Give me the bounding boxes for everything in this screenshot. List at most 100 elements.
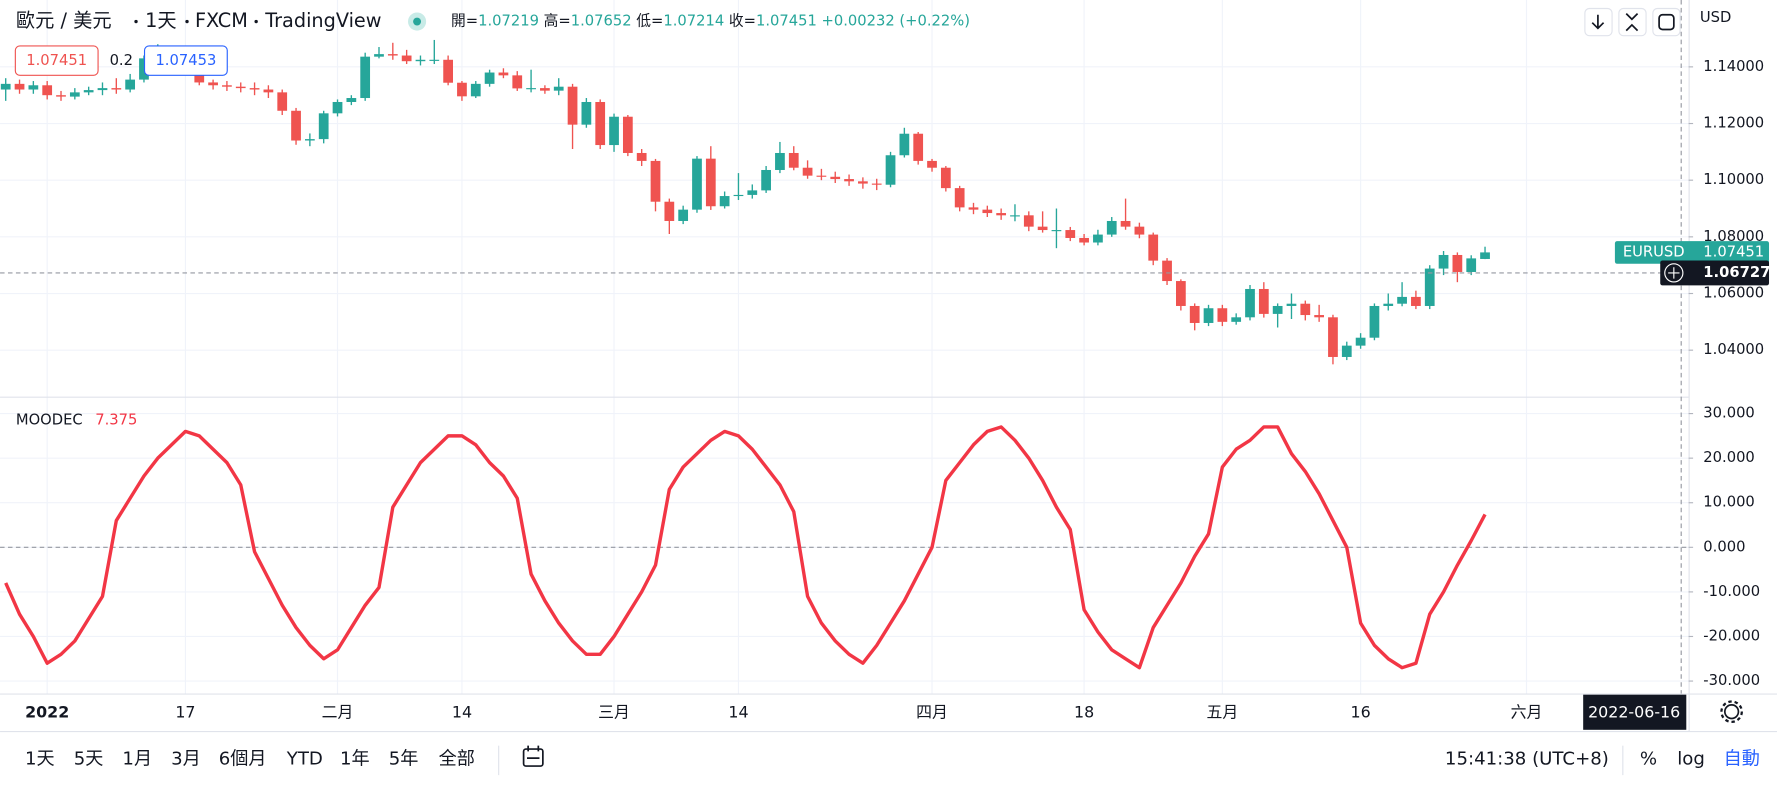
interval[interactable]: 1天 xyxy=(145,9,177,32)
candle-body xyxy=(277,92,288,111)
candle-body xyxy=(540,88,550,91)
candle-body xyxy=(443,59,453,83)
crosshair-date: 2022-06-16 xyxy=(1588,702,1680,721)
candle-body xyxy=(982,209,993,214)
candle-body xyxy=(1051,230,1062,232)
candle-body xyxy=(1134,226,1145,235)
candle-body xyxy=(1383,303,1394,306)
ohlc-label: 低= xyxy=(636,13,663,30)
candle-body xyxy=(1065,230,1076,238)
collapse-button[interactable] xyxy=(1618,7,1647,37)
candle-body xyxy=(940,167,951,189)
range-button[interactable]: 6個月 xyxy=(219,748,267,769)
toolbar: 1天 5天 1月 3月 6個月 YTD 1年 5年 全部% log 自動 xyxy=(25,748,1760,769)
goto-date-button[interactable] xyxy=(522,745,544,767)
bid-badge[interactable] xyxy=(14,45,99,76)
candle-body xyxy=(1369,305,1380,338)
candle-body xyxy=(885,155,896,185)
candle-body xyxy=(968,207,979,210)
y-tick-label: 1.04000 xyxy=(1703,341,1764,358)
settings-button[interactable] xyxy=(1720,700,1743,724)
range-button[interactable]: 全部 xyxy=(439,748,475,769)
last-price-label: 1.07451 xyxy=(1703,243,1764,260)
range-button[interactable]: 5年 xyxy=(389,748,419,769)
y-tick-label: 1.06000 xyxy=(1703,285,1764,302)
x-tick-label: 四月 xyxy=(916,702,948,721)
candle-body xyxy=(775,152,785,170)
candle-body xyxy=(705,158,716,207)
candle-body xyxy=(816,175,827,177)
add-alert-button[interactable] xyxy=(1664,263,1684,283)
candle-body xyxy=(788,152,799,168)
ohlc-legend: 開=1.07219 高=1.07652 低=1.07214 收=1.07451 … xyxy=(451,13,970,30)
x-tick-label: 16 xyxy=(1351,702,1371,721)
range-button[interactable]: 1年 xyxy=(340,748,370,769)
candle-body xyxy=(913,133,924,161)
x-tick-label: 二月 xyxy=(322,702,354,721)
candle-body xyxy=(1258,288,1269,314)
y-tick-label: 1.14000 xyxy=(1703,58,1764,75)
grid xyxy=(0,0,1689,694)
candle-body xyxy=(69,92,80,97)
candle-body xyxy=(609,116,619,146)
candle-body xyxy=(304,139,315,141)
candle-body xyxy=(97,88,108,91)
range-button[interactable]: 1月 xyxy=(122,748,152,769)
candle-body xyxy=(1300,303,1311,316)
candle-body xyxy=(457,82,467,97)
x-tick-label: 14 xyxy=(728,702,748,721)
candle-body xyxy=(830,176,841,180)
candle-body xyxy=(1037,226,1048,231)
candle-body xyxy=(360,56,371,99)
candle-body xyxy=(692,158,702,210)
candle-body xyxy=(1438,254,1449,269)
candle-body xyxy=(899,133,910,156)
candle-body xyxy=(1397,296,1407,304)
range-button[interactable]: 3月 xyxy=(171,748,201,769)
candle-body xyxy=(719,196,730,207)
candle-body xyxy=(1355,337,1366,346)
separator-dot xyxy=(185,19,189,24)
candle-body xyxy=(871,183,882,185)
ask-badge[interactable] xyxy=(143,45,228,76)
ohlc-label: 收= xyxy=(729,13,756,30)
candle-body xyxy=(1203,308,1214,323)
range-button[interactable]: YTD xyxy=(286,748,323,769)
candle-body xyxy=(415,59,426,62)
candle-body xyxy=(747,190,758,195)
candle-body xyxy=(1424,268,1435,306)
y-tick-label: 1.12000 xyxy=(1703,115,1764,132)
add-alert-icon xyxy=(1668,267,1680,279)
crosshair-price-label: 1.06727 xyxy=(1703,264,1770,281)
scale-option[interactable]: 自動 xyxy=(1724,748,1760,769)
last-price-badge xyxy=(1614,241,1770,264)
candle-body xyxy=(1148,234,1159,261)
crosshair-price-badge xyxy=(1660,260,1770,286)
candle-body xyxy=(1079,237,1089,243)
scroll-button[interactable] xyxy=(1584,7,1613,37)
symbol[interactable]: 歐元 / 美元 xyxy=(16,9,112,32)
candle-body xyxy=(1120,220,1131,227)
x-tick-label: 2022 xyxy=(25,702,69,721)
maximize-button[interactable] xyxy=(1652,7,1681,37)
bid-price: 1.07451 xyxy=(26,52,87,69)
candle-body xyxy=(1189,305,1200,323)
candle-body xyxy=(1341,345,1352,357)
candle-body xyxy=(567,86,578,125)
range-button[interactable]: 5天 xyxy=(74,748,104,769)
candle-body xyxy=(1314,315,1325,318)
currency[interactable]: USD xyxy=(1700,9,1731,26)
range-button[interactable]: 1天 xyxy=(25,748,55,769)
candle-body xyxy=(512,75,523,89)
candle-body xyxy=(733,194,744,197)
candle-body xyxy=(802,167,813,176)
y-tick-label: 1.08000 xyxy=(1703,228,1764,245)
scale-option[interactable]: % xyxy=(1640,748,1657,769)
date-badge xyxy=(1583,694,1687,730)
candle-body xyxy=(484,72,495,84)
candle-body xyxy=(346,98,357,102)
axes: 1.04000 1.06000 1.08000 1.10000 1.12000 1.140… xyxy=(25,58,1770,721)
candle-body xyxy=(1466,258,1477,272)
scale-option[interactable]: log xyxy=(1677,748,1705,769)
candle-body xyxy=(858,181,868,184)
